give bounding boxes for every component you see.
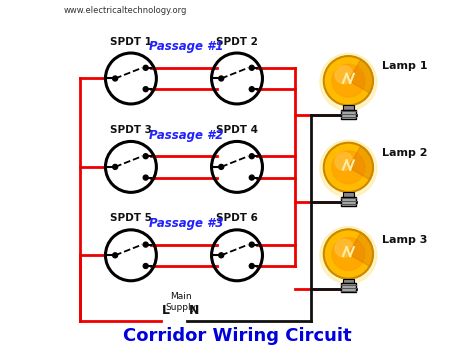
Circle shape: [332, 151, 365, 184]
Text: Passage #3: Passage #3: [148, 217, 223, 230]
Circle shape: [249, 87, 254, 92]
Circle shape: [143, 87, 148, 92]
Circle shape: [249, 154, 254, 159]
Circle shape: [324, 229, 373, 279]
Circle shape: [143, 263, 148, 268]
Wedge shape: [348, 146, 373, 180]
Circle shape: [332, 237, 365, 271]
Circle shape: [143, 65, 148, 70]
Circle shape: [324, 143, 373, 192]
Wedge shape: [348, 59, 373, 93]
Text: SPDT 6: SPDT 6: [216, 213, 258, 223]
Circle shape: [335, 152, 353, 170]
Wedge shape: [348, 233, 373, 266]
Circle shape: [249, 65, 254, 70]
Text: Passage #1: Passage #1: [148, 40, 223, 53]
Text: Main
Supply: Main Supply: [166, 293, 197, 312]
Circle shape: [320, 53, 377, 110]
FancyBboxPatch shape: [341, 110, 356, 119]
Text: L: L: [162, 304, 170, 317]
Circle shape: [332, 64, 365, 97]
Circle shape: [335, 239, 353, 257]
Circle shape: [143, 242, 148, 247]
Text: Lamp 3: Lamp 3: [382, 235, 428, 245]
Text: SPDT 5: SPDT 5: [110, 213, 152, 223]
Circle shape: [320, 140, 377, 197]
Circle shape: [320, 226, 377, 284]
Circle shape: [335, 66, 353, 84]
Text: Passage #2: Passage #2: [148, 129, 223, 142]
Circle shape: [219, 253, 224, 258]
Circle shape: [113, 164, 118, 169]
Text: www.electricaltechnology.org: www.electricaltechnology.org: [64, 6, 187, 15]
Circle shape: [219, 76, 224, 81]
Circle shape: [143, 175, 148, 180]
Circle shape: [113, 253, 118, 258]
Text: SPDT 4: SPDT 4: [216, 125, 258, 135]
Text: SPDT 1: SPDT 1: [110, 37, 152, 47]
Text: Lamp 2: Lamp 2: [382, 148, 428, 158]
Text: Corridor Wiring Circuit: Corridor Wiring Circuit: [123, 327, 351, 345]
Text: SPDT 3: SPDT 3: [110, 125, 152, 135]
Circle shape: [249, 175, 254, 180]
FancyBboxPatch shape: [341, 197, 356, 206]
Circle shape: [143, 154, 148, 159]
Text: Lamp 1: Lamp 1: [382, 61, 428, 71]
FancyBboxPatch shape: [343, 105, 354, 110]
FancyBboxPatch shape: [343, 279, 354, 283]
Text: N: N: [189, 304, 199, 317]
Circle shape: [249, 263, 254, 268]
Circle shape: [249, 242, 254, 247]
Circle shape: [324, 56, 373, 105]
Text: SPDT 2: SPDT 2: [216, 37, 258, 47]
Circle shape: [219, 164, 224, 169]
FancyBboxPatch shape: [341, 283, 356, 292]
Circle shape: [113, 76, 118, 81]
FancyBboxPatch shape: [343, 192, 354, 197]
